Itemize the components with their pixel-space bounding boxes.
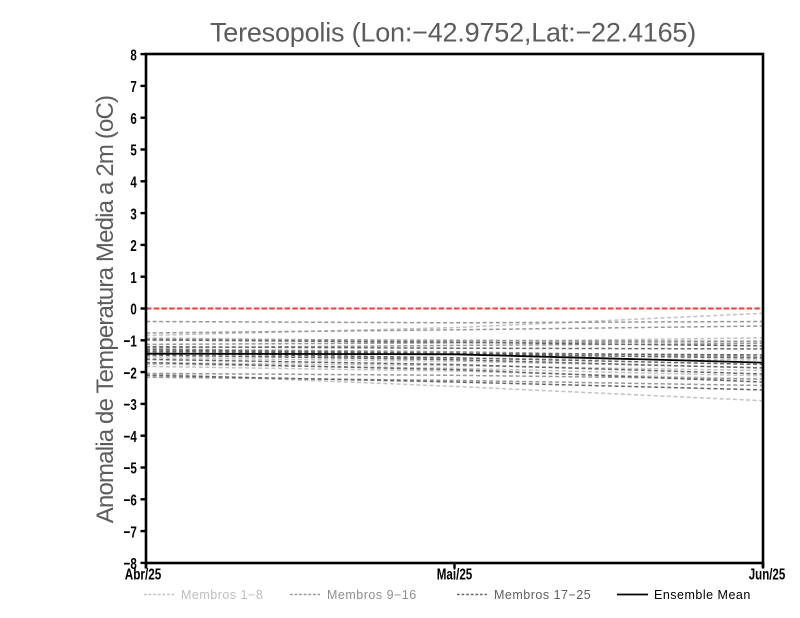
svg-text:Membros 1−8: Membros 1−8 [181,588,263,602]
svg-text:4: 4 [130,175,136,192]
svg-text:1: 1 [130,270,136,287]
svg-text:−7: −7 [124,524,137,541]
svg-text:8: 8 [130,47,136,64]
svg-text:Jun/25: Jun/25 [749,567,786,584]
svg-text:3: 3 [130,206,136,223]
svg-text:−3: −3 [124,397,137,414]
svg-text:0: 0 [130,302,136,319]
svg-text:Ensemble Mean: Ensemble Mean [654,588,751,602]
svg-text:Teresopolis (Lon:−42.9752,Lat:: Teresopolis (Lon:−42.9752,Lat:−22.4165) [210,18,696,48]
svg-text:−1: −1 [124,334,137,351]
svg-text:Membros 9−16: Membros 9−16 [327,588,417,602]
svg-text:Anomalia de Temperatura Media: Anomalia de Temperatura Media a 2m (oC) [92,96,119,523]
svg-text:−8: −8 [124,556,137,573]
svg-text:7: 7 [130,79,136,96]
svg-text:−2: −2 [124,365,137,382]
svg-text:5: 5 [130,143,136,160]
svg-text:−4: −4 [124,429,137,446]
svg-text:Mai/25: Mai/25 [437,567,473,584]
svg-text:2: 2 [130,238,136,255]
svg-text:−6: −6 [124,493,137,510]
svg-text:Membros 17−25: Membros 17−25 [494,588,591,602]
svg-text:−5: −5 [124,461,137,478]
svg-text:6: 6 [130,111,136,128]
svg-text:Abr/25: Abr/25 [125,567,162,584]
